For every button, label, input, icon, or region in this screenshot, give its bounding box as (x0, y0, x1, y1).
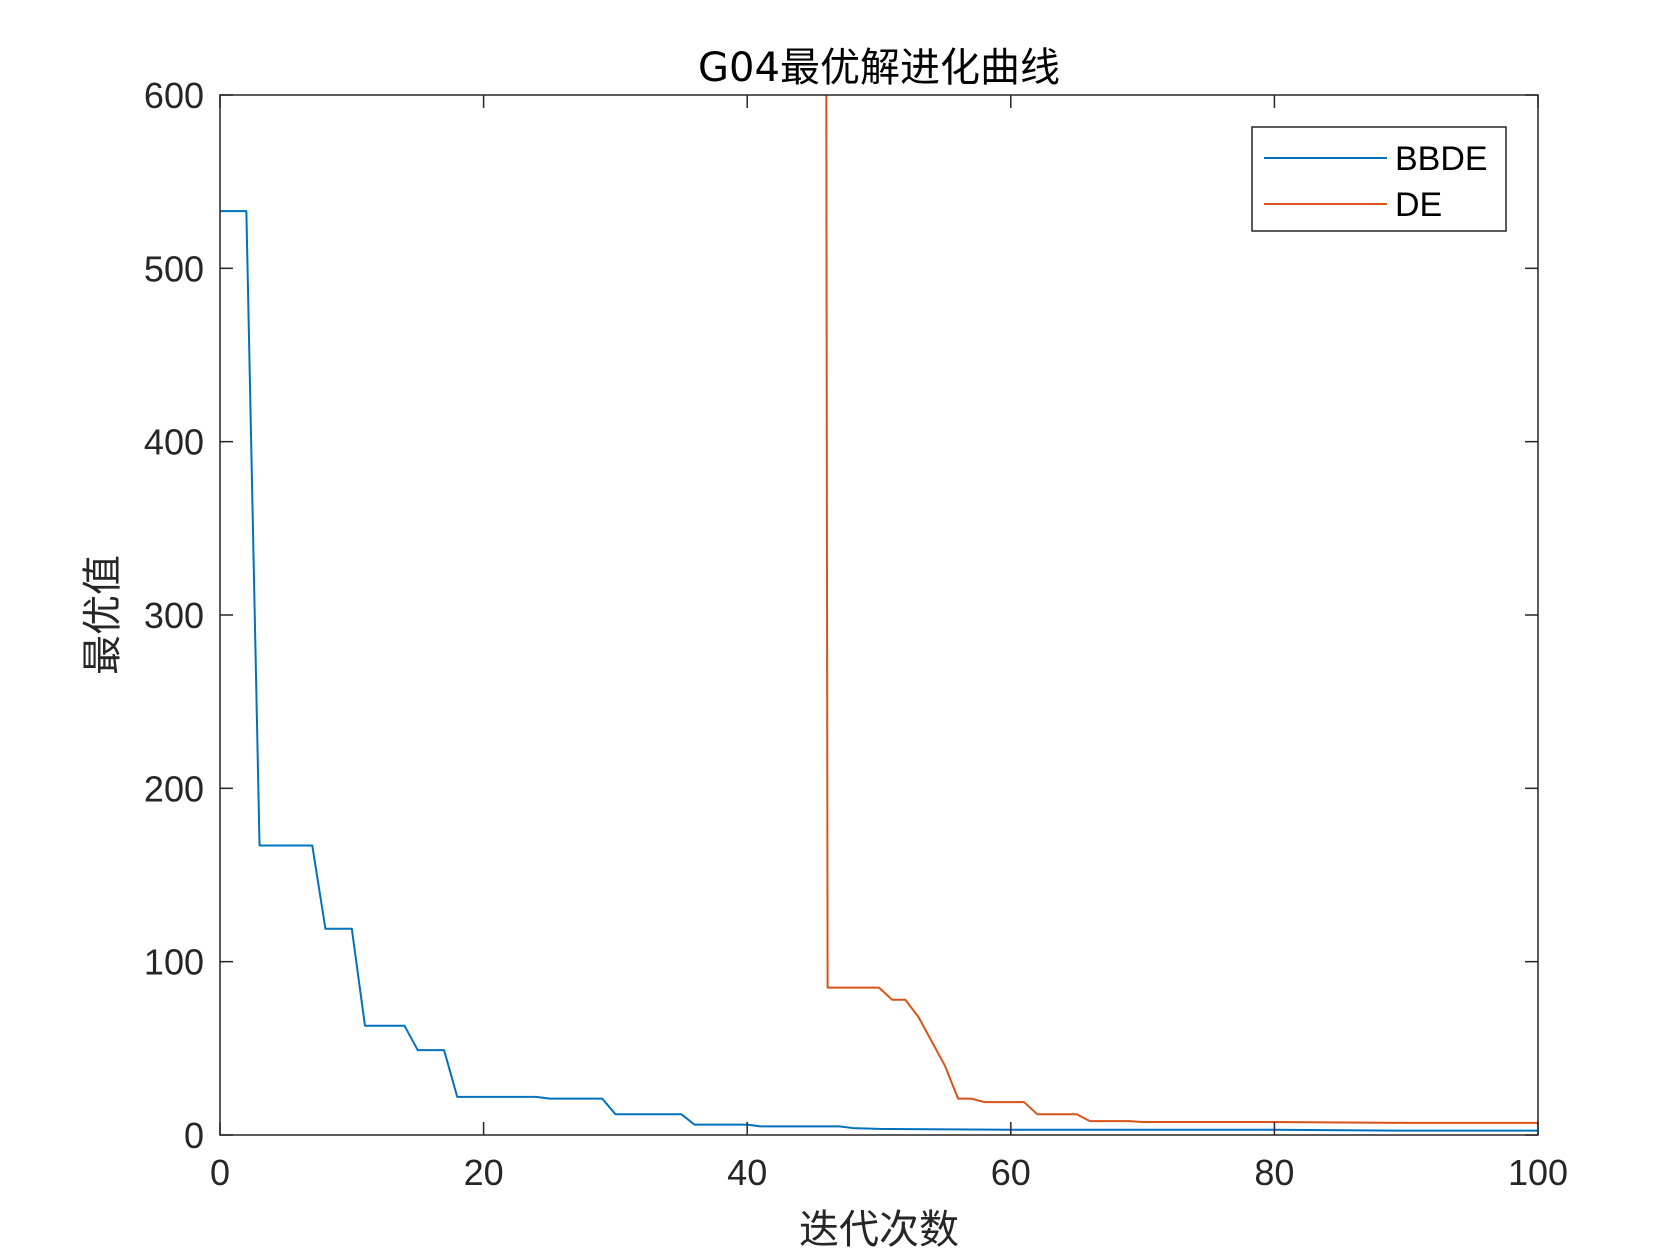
y-tick-label: 400 (144, 422, 204, 463)
legend-box (1251, 126, 1507, 232)
y-tick-label: 200 (144, 768, 204, 809)
legend-label-de: DE (1395, 186, 1442, 224)
chart-title: G04最优解进化曲线 (698, 45, 1060, 91)
x-tick-label: 60 (991, 1152, 1031, 1193)
x-tick-label: 100 (1508, 1152, 1568, 1193)
series-line-de (825, 95, 1538, 1124)
x-tick-label: 80 (1254, 1152, 1294, 1193)
x-axis-title: 迭代次数 (799, 1207, 959, 1253)
y-tick-label: 500 (144, 248, 204, 289)
plot-background (220, 95, 1538, 1135)
y-tick-label: 300 (144, 595, 204, 636)
x-tick-label: 20 (464, 1152, 504, 1193)
y-tick-label: 0 (184, 1115, 204, 1156)
axes-layer: 0 20 40 60 80 100 0 100 200 300 400 500 600 (144, 75, 1568, 1193)
series-line-bbde (220, 210, 1538, 1132)
series-layer (220, 95, 1538, 1132)
y-axis-title: 最优值 (80, 555, 126, 675)
y-tick-label: 600 (144, 75, 204, 116)
legend: BBDE DE (1251, 126, 1507, 232)
x-tick-label: 0 (210, 1152, 230, 1193)
legend-label-bbde: BBDE (1395, 140, 1488, 178)
y-tick-label: 100 (144, 942, 204, 983)
x-tick-label: 40 (727, 1152, 767, 1193)
plot-area (220, 95, 1538, 1135)
